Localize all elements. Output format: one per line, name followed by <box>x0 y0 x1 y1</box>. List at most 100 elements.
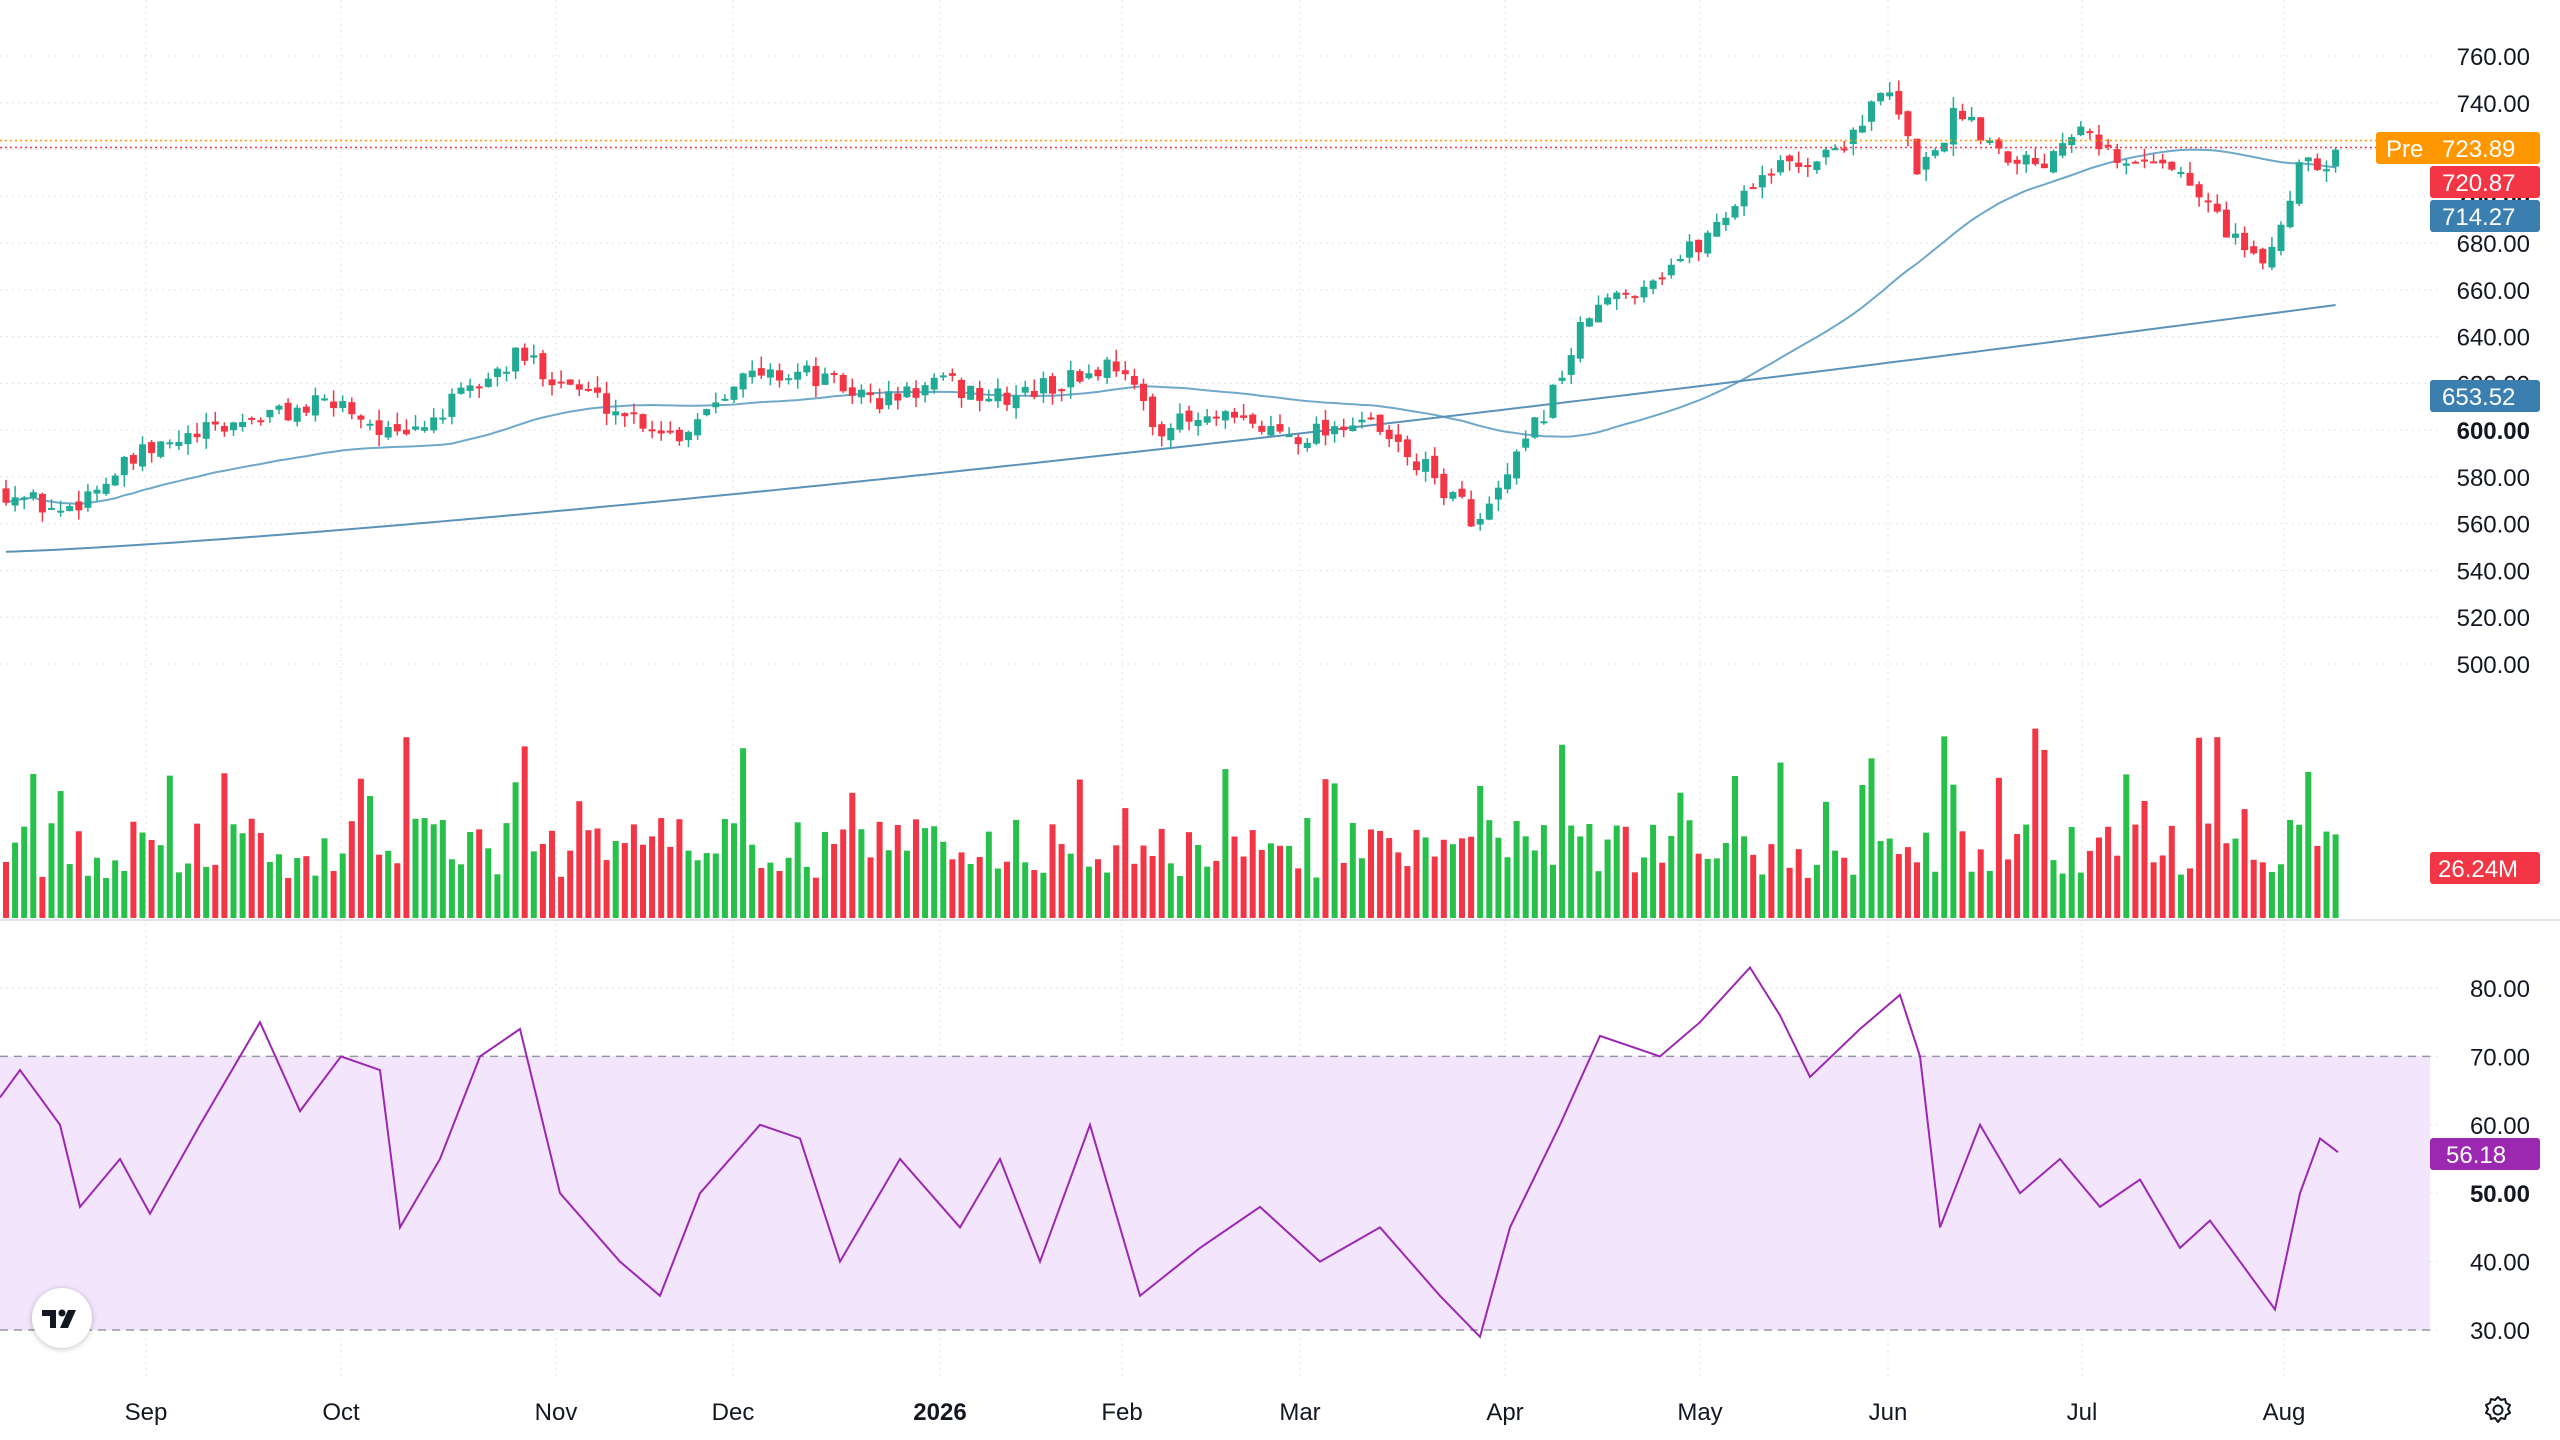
volume-bar <box>1841 857 1848 918</box>
volume-bar <box>130 821 137 918</box>
volume-bar <box>2014 834 2021 918</box>
volume-bar <box>1258 849 1265 918</box>
candle-body <box>384 427 392 438</box>
candle-body <box>393 424 401 432</box>
rsi-axis[interactable]: 80.00 70.00 60.00 50.00 40.00 30.00 <box>2470 976 2530 1345</box>
volume-bar <box>84 875 91 918</box>
candle-body <box>1012 395 1020 409</box>
volume-bar <box>467 832 474 918</box>
volume-bar <box>2259 862 2266 918</box>
volume-bar <box>840 829 847 918</box>
volume-bar <box>721 819 728 918</box>
volume-bar <box>1313 877 1320 918</box>
volume-bar <box>1186 832 1192 918</box>
pre-value: 723.89 <box>2442 136 2515 163</box>
candle-body <box>2095 134 2103 150</box>
candle-body <box>2332 149 2340 167</box>
volume-bar <box>767 862 774 918</box>
candle-body <box>1777 160 1784 173</box>
candle-body <box>1995 139 2003 149</box>
volume-bar <box>1595 871 1602 918</box>
candle-body <box>1331 426 1339 435</box>
time-tick-label: Feb <box>1101 1399 1142 1426</box>
volume-bar <box>712 853 719 918</box>
volume-bar <box>1422 837 1429 918</box>
volume-bar <box>2050 860 2057 918</box>
candle-body <box>1704 232 1712 254</box>
volume-bar <box>494 874 501 918</box>
candle-body <box>1467 499 1475 527</box>
volume-bars <box>3 728 2339 918</box>
volume-bar <box>194 823 201 918</box>
volume-bar <box>1877 841 1884 918</box>
candle-body <box>1595 304 1602 323</box>
candle-body <box>1740 190 1748 207</box>
volume-bar <box>2123 774 2130 918</box>
volume-bar <box>1895 854 1902 918</box>
candle-body <box>284 402 292 421</box>
candle-body <box>1112 361 1120 372</box>
time-tick-label: Apr <box>1486 1399 1523 1426</box>
candle-body <box>1813 161 1821 171</box>
volume-bar <box>1577 836 1584 918</box>
candle-body <box>2059 143 2067 156</box>
volume-bar <box>1850 874 1857 918</box>
candle-body <box>2031 158 2039 165</box>
candle-body <box>603 393 611 414</box>
volume-bar <box>831 844 838 918</box>
candle-body <box>402 429 410 435</box>
candle-body <box>958 379 965 399</box>
volume-bar <box>2332 834 2339 918</box>
volume-bar <box>2032 728 2039 918</box>
candle-body <box>248 417 256 420</box>
volume-bar <box>12 842 19 918</box>
candle-body <box>1212 416 1220 419</box>
volume-bar <box>1513 821 1520 918</box>
candle-body <box>2259 248 2267 264</box>
volume-bar <box>603 860 610 918</box>
candle-body <box>748 370 756 378</box>
candle-body <box>1413 461 1420 471</box>
settings-gear-icon[interactable] <box>2478 1390 2518 1430</box>
time-tick-label: Sep <box>125 1399 168 1426</box>
rsi-tick-label: 70.00 <box>2470 1044 2530 1071</box>
volume-bar <box>858 829 865 918</box>
volume-bar <box>1049 824 1056 918</box>
candle-body <box>948 373 956 376</box>
candle-body <box>257 420 265 423</box>
volume-bar <box>1085 866 1092 918</box>
candle-body <box>557 381 565 384</box>
candle-body <box>1167 427 1175 441</box>
candle-body <box>484 378 492 387</box>
candle-body <box>830 373 838 376</box>
volume-bar <box>21 826 28 918</box>
time-axis[interactable]: Sep Oct Nov Dec 2026 Feb Mar Apr May Jun Jul Aug <box>125 1399 2306 1426</box>
candle-body <box>1494 487 1502 500</box>
volume-bar <box>1240 856 1247 918</box>
volume-bar <box>1358 858 1365 918</box>
volume-bar <box>1750 854 1757 918</box>
candle-body <box>1312 423 1320 444</box>
candle-body <box>1203 416 1211 423</box>
candle-body <box>739 373 747 390</box>
price-tick-label: 560.00 <box>2457 512 2530 539</box>
volume-bar <box>2077 872 2084 918</box>
volume-bar <box>394 863 401 918</box>
tradingview-logo-icon[interactable] <box>32 1288 92 1348</box>
volume-bar <box>785 857 792 918</box>
candle-body <box>967 385 975 400</box>
volume-bar <box>2177 874 2184 918</box>
volume-bar <box>1486 820 1493 918</box>
candle-body <box>139 444 146 467</box>
volume-bar <box>922 828 929 918</box>
volume-bar <box>2159 855 2166 918</box>
candle-body <box>11 497 19 506</box>
candle-body <box>1758 175 1766 188</box>
volume-bar <box>1959 831 1966 918</box>
volume-bar <box>758 868 765 918</box>
volume-bar <box>803 866 810 918</box>
candle-body <box>685 431 692 441</box>
volume-bar <box>1449 844 1456 918</box>
candle-body <box>785 378 793 381</box>
